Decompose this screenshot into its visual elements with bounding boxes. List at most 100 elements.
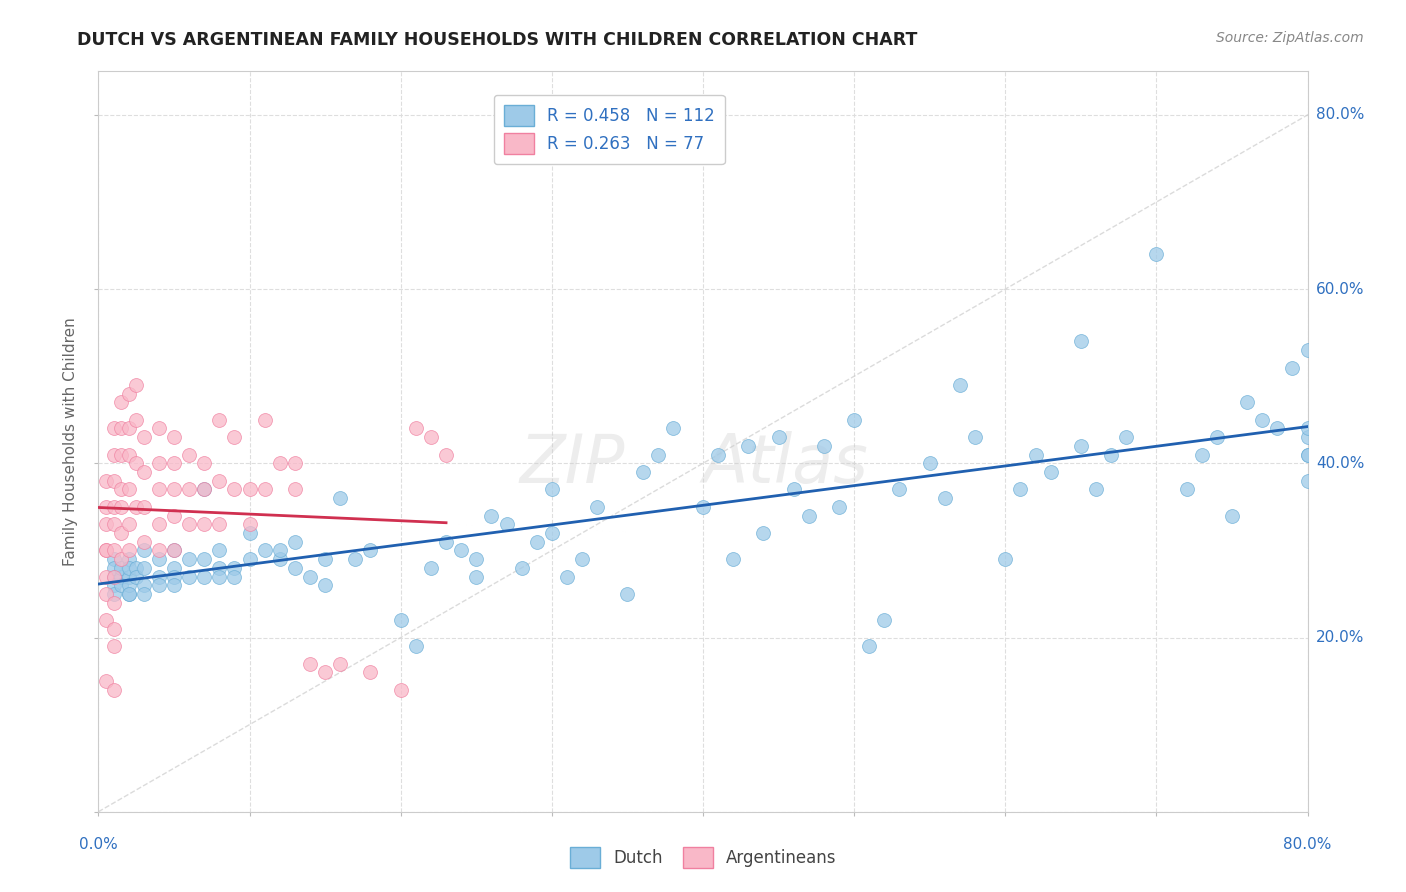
Point xyxy=(450,543,472,558)
Point xyxy=(208,517,231,532)
Point xyxy=(163,561,186,575)
Point xyxy=(465,552,488,566)
Point xyxy=(965,430,987,444)
Point xyxy=(118,448,141,462)
Point xyxy=(132,587,155,601)
Point xyxy=(510,561,533,575)
Point xyxy=(118,561,141,575)
Point xyxy=(1070,439,1092,453)
Point xyxy=(148,517,170,532)
Point xyxy=(420,430,443,444)
Point xyxy=(193,456,215,470)
Point xyxy=(1296,448,1319,462)
Point xyxy=(148,421,170,435)
Point xyxy=(110,500,132,514)
Point xyxy=(163,569,186,583)
Point xyxy=(163,483,186,497)
Point xyxy=(284,483,307,497)
Point xyxy=(253,483,276,497)
Point xyxy=(768,430,790,444)
Point xyxy=(873,613,896,627)
Point xyxy=(132,465,155,479)
Point xyxy=(631,465,654,479)
Point xyxy=(1191,448,1213,462)
Point xyxy=(193,517,215,532)
Text: 20.0%: 20.0% xyxy=(1316,630,1364,645)
Point xyxy=(797,508,820,523)
Point xyxy=(118,421,141,435)
Point xyxy=(269,543,291,558)
Point xyxy=(314,552,336,566)
Point xyxy=(586,500,609,514)
Point xyxy=(405,421,427,435)
Point xyxy=(1296,421,1319,435)
Point xyxy=(103,622,125,636)
Point xyxy=(94,517,117,532)
Point xyxy=(329,491,352,505)
Point xyxy=(94,500,117,514)
Point xyxy=(163,430,186,444)
Point xyxy=(94,587,117,601)
Point xyxy=(103,587,125,601)
Point xyxy=(118,517,141,532)
Point xyxy=(828,500,851,514)
Point xyxy=(148,552,170,566)
Point xyxy=(118,569,141,583)
Point xyxy=(1070,334,1092,349)
Point xyxy=(110,578,132,592)
Point xyxy=(299,569,322,583)
Point xyxy=(118,578,141,592)
Point xyxy=(148,483,170,497)
Point xyxy=(284,456,307,470)
Point xyxy=(179,569,201,583)
Point xyxy=(132,561,155,575)
Point xyxy=(224,561,246,575)
Point xyxy=(481,508,503,523)
Point xyxy=(783,483,806,497)
Point xyxy=(1236,395,1258,409)
Text: 80.0%: 80.0% xyxy=(1316,107,1364,122)
Point xyxy=(314,665,336,680)
Point xyxy=(239,517,262,532)
Point xyxy=(284,534,307,549)
Point xyxy=(163,543,186,558)
Point xyxy=(148,569,170,583)
Point xyxy=(571,552,593,566)
Point xyxy=(239,483,262,497)
Text: 80.0%: 80.0% xyxy=(1284,837,1331,852)
Point xyxy=(125,456,148,470)
Point xyxy=(208,569,231,583)
Point xyxy=(110,561,132,575)
Point xyxy=(94,474,117,488)
Point xyxy=(1175,483,1198,497)
Point xyxy=(813,439,835,453)
Point xyxy=(1296,343,1319,357)
Point xyxy=(103,569,125,583)
Point xyxy=(434,534,457,549)
Point xyxy=(103,569,125,583)
Point xyxy=(208,413,231,427)
Legend: R = 0.458   N = 112, R = 0.263   N = 77: R = 0.458 N = 112, R = 0.263 N = 77 xyxy=(494,95,724,164)
Legend: Dutch, Argentineans: Dutch, Argentineans xyxy=(562,840,844,875)
Point xyxy=(1144,247,1167,261)
Point xyxy=(163,456,186,470)
Point xyxy=(934,491,956,505)
Point xyxy=(1115,430,1137,444)
Point xyxy=(299,657,322,671)
Point xyxy=(269,456,291,470)
Point xyxy=(752,526,775,541)
Point xyxy=(1099,448,1122,462)
Point xyxy=(110,526,132,541)
Point xyxy=(132,543,155,558)
Point xyxy=(132,500,155,514)
Point xyxy=(344,552,367,566)
Point xyxy=(125,569,148,583)
Point xyxy=(434,448,457,462)
Point xyxy=(1281,360,1303,375)
Point xyxy=(495,517,517,532)
Point xyxy=(179,552,201,566)
Point xyxy=(737,439,759,453)
Point xyxy=(179,517,201,532)
Point xyxy=(110,483,132,497)
Point xyxy=(692,500,714,514)
